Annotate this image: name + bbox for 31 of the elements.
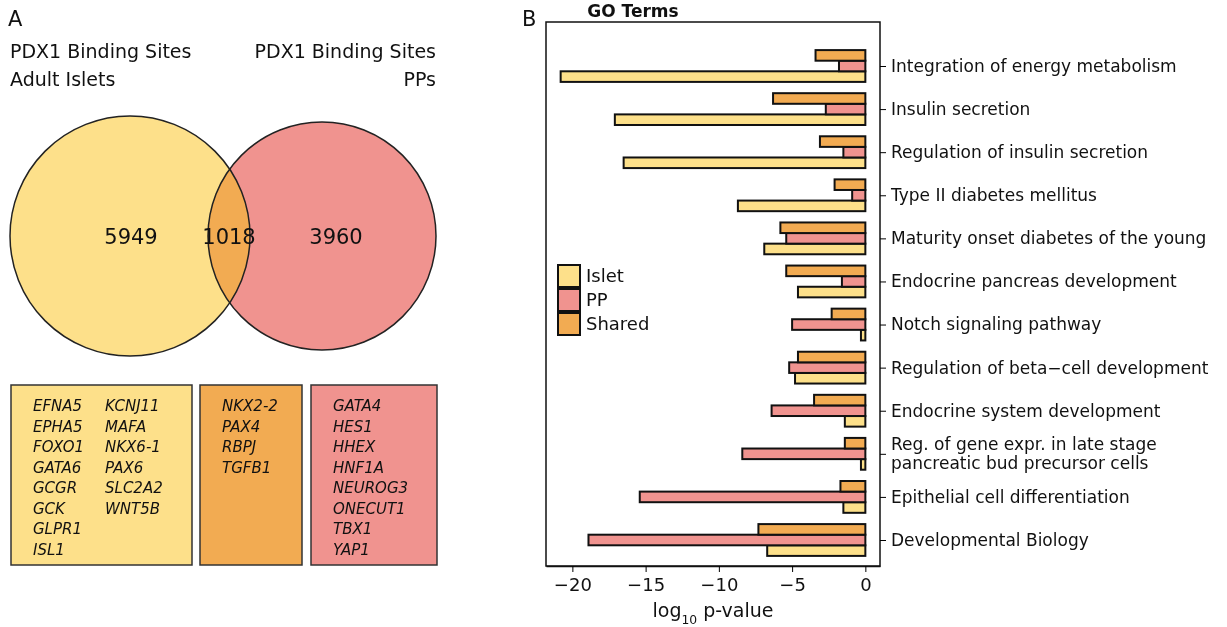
chart-title: GO Terms	[587, 1, 679, 21]
y-tick-label: Insulin secretion	[891, 99, 1031, 120]
text: NKX2-2 PAX4 RBPJ TGFB1	[222, 397, 278, 477]
y-tick-label: Integration of energy metabolism	[891, 55, 1177, 76]
text: PDX1 Binding Sites PPs	[254, 40, 436, 90]
text: PDX1 Binding Sites Adult Islets	[10, 40, 192, 90]
y-tick-label: Type II diabetes mellitus	[890, 185, 1098, 206]
y-tick-label: Endocrine system development	[891, 400, 1161, 421]
x-tick-label: −10	[700, 574, 739, 596]
y-tick-label: Regulation of beta−cell development	[891, 357, 1209, 378]
y-tick-label: Epithelial cell differentiation	[891, 486, 1130, 507]
y-tick-label: Developmental Biology	[891, 529, 1089, 550]
text: EFNA5 EPHA5 FOXO1 GATA6 GCGR GCK GLPR1 ISL1 KCNJ11 MAFA NKX6-1 PAX6 SLC2A2 WNT5B	[33, 397, 163, 559]
y-tick-label: Maturity onset diabetes of the young	[891, 228, 1207, 249]
text: A	[8, 7, 23, 31]
x-tick-label: 0	[860, 574, 872, 596]
y-tick-label: Endocrine pancreas development	[891, 271, 1177, 292]
x-tick-label: −5	[779, 574, 806, 596]
y-tick-label: Regulation of insulin secretion	[891, 142, 1149, 163]
text: B	[522, 7, 537, 31]
y-tick-label: Reg. of gene expr. in late stage pancreatic bud precursor cells	[891, 434, 1157, 474]
legend-label: Islet	[586, 265, 624, 287]
x-axis-title: log$_{10}$ p-value	[652, 599, 774, 627]
legend-label: Shared	[586, 313, 650, 335]
x-tick-label: −20	[553, 574, 592, 596]
y-tick-label: Notch signaling pathway	[891, 314, 1102, 335]
legend-label: PP	[586, 289, 608, 311]
x-tick-label: −15	[627, 574, 666, 596]
data-label: 5949	[104, 225, 158, 249]
data-label: 3960	[309, 225, 363, 249]
text: GATA4 HES1 HHEX HNF1A NEUROG3 ONECUT1 TBX1 YAP1	[333, 397, 409, 559]
